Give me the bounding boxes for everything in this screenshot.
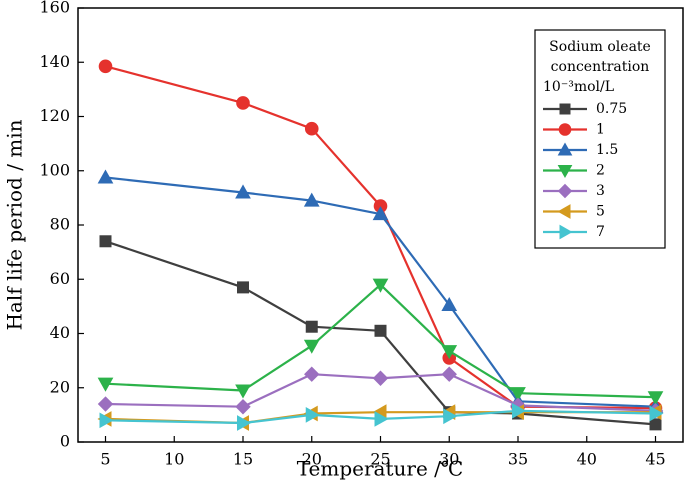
data-point <box>374 324 387 337</box>
legend-entry: 0.75 <box>543 101 627 117</box>
data-point <box>235 184 251 199</box>
x-tick-label: 10 <box>164 450 184 469</box>
data-point <box>97 169 114 184</box>
x-tick-label: 40 <box>577 450 597 469</box>
y-axis-title: Half life period / min <box>3 119 27 330</box>
legend-label: 2 <box>596 163 605 179</box>
legend-entry: 2 <box>543 163 605 179</box>
data-point <box>237 281 249 294</box>
y-axis: 0 20 40 60 80 100 120 140 160 <box>39 0 84 451</box>
legend-label: 5 <box>596 204 605 220</box>
legend-marker <box>559 224 573 240</box>
y-tick-label: 20 <box>50 377 70 396</box>
legend-marker <box>557 204 571 219</box>
series-2 <box>97 278 664 406</box>
legend-marker <box>558 123 572 136</box>
data-point <box>236 96 250 110</box>
x-axis-title: Temperature /℃ <box>297 457 464 481</box>
legend-entry: 5 <box>543 204 605 220</box>
x-tick-label: 25 <box>370 450 390 469</box>
legend-title-line-3: 10⁻³mol/L <box>543 79 614 95</box>
data-point <box>372 206 389 221</box>
legend-title-line-1: Sodium oleate <box>549 39 651 55</box>
data-point <box>98 59 113 74</box>
legend-label: 0.75 <box>596 101 627 117</box>
data-point <box>510 387 526 402</box>
y-tick-label: 140 <box>39 52 70 71</box>
data-point <box>649 405 664 422</box>
data-point <box>304 121 319 136</box>
data-point <box>647 391 664 406</box>
data-point <box>303 192 320 207</box>
data-point <box>305 407 320 423</box>
y-tick-label: 0 <box>60 432 70 451</box>
legend-label: 7 <box>596 224 605 240</box>
data-point <box>512 402 527 419</box>
x-tick-label: 35 <box>508 450 528 469</box>
series-layer <box>97 59 664 431</box>
legend-entry: 3 <box>543 183 605 199</box>
series-0.75 <box>99 235 662 431</box>
x-tick-label: 30 <box>439 450 459 469</box>
legend-label: 3 <box>596 183 605 199</box>
x-tick-label: 5 <box>100 450 110 469</box>
data-point <box>372 370 389 386</box>
legend-marker <box>557 183 573 199</box>
data-point <box>441 366 457 382</box>
y-tick-label: 160 <box>39 0 70 17</box>
data-point <box>441 345 458 360</box>
data-point <box>649 418 662 431</box>
legend-marker <box>557 142 573 156</box>
y-tick-label: 120 <box>39 106 70 125</box>
data-point <box>305 320 318 333</box>
legend-marker <box>559 103 571 115</box>
x-tick-label: 15 <box>233 450 253 469</box>
data-point <box>97 396 114 412</box>
data-point <box>303 339 320 354</box>
data-point <box>235 399 251 415</box>
data-point <box>441 296 458 312</box>
data-point <box>304 366 320 382</box>
data-point <box>99 235 112 248</box>
legend-label: 1 <box>596 122 605 138</box>
legend-entry: 1 <box>543 122 605 138</box>
x-tick-label: 45 <box>645 450 665 469</box>
data-point <box>99 412 114 429</box>
y-tick-label: 80 <box>50 215 70 234</box>
x-axis: 5 10 15 20 25 30 35 40 45 <box>100 436 666 469</box>
legend-entries: 0.75 1 1.5 2 3 5 7 <box>543 101 627 240</box>
data-point <box>97 377 114 392</box>
y-tick-label: 40 <box>50 323 70 342</box>
legend-entry: 7 <box>543 224 605 240</box>
series-7 <box>99 402 664 431</box>
data-point <box>235 384 251 399</box>
y-tick-label: 100 <box>39 160 70 179</box>
data-point <box>443 408 458 425</box>
y-tick-label: 60 <box>50 269 70 288</box>
legend-entry: 1.5 <box>543 142 618 158</box>
data-point <box>374 411 389 427</box>
x-tick-label: 20 <box>302 450 322 469</box>
legend-marker <box>557 165 573 179</box>
legend-label: 1.5 <box>596 142 618 158</box>
legend: Sodium oleate concentration 10⁻³mol/L 0.… <box>534 29 666 249</box>
legend-title-line-2: concentration <box>551 59 650 75</box>
data-point <box>372 278 389 293</box>
data-point <box>237 415 252 431</box>
